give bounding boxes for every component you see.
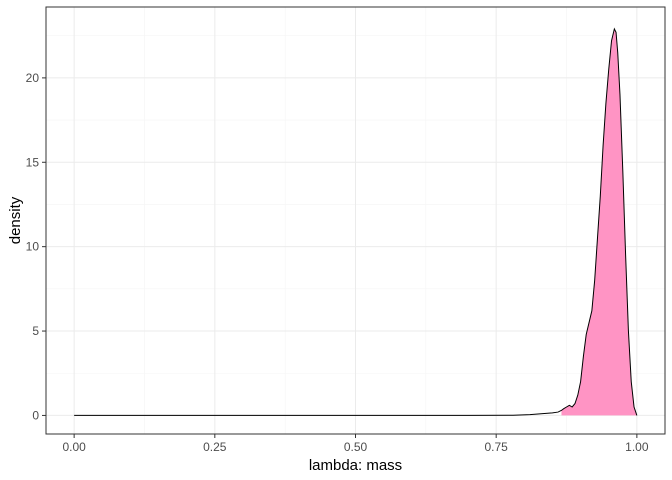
y-tick-label: 0	[32, 408, 39, 422]
y-axis-title: density	[7, 196, 24, 244]
grid-layer	[46, 7, 665, 434]
x-tick-label: 0.00	[62, 440, 86, 454]
density-fill-area	[561, 28, 637, 416]
axis-layer: 0.00 0.25 0.50 0.75 1.00 0 5 10 15 20	[26, 71, 649, 454]
x-tick-label: 0.50	[344, 440, 368, 454]
panel-border	[45, 6, 666, 435]
x-tick-label: 0.75	[485, 440, 509, 454]
y-tick-label: 5	[32, 324, 39, 338]
y-tick-label: 15	[26, 155, 40, 169]
x-tick-label: 0.25	[203, 440, 227, 454]
y-tick-label: 20	[26, 71, 40, 85]
area-layer	[74, 27, 638, 416]
x-tick-label: 1.00	[625, 440, 649, 454]
y-tick-label: 10	[26, 240, 40, 254]
x-axis-title: lambda: mass	[309, 457, 402, 474]
density-line	[74, 27, 638, 416]
